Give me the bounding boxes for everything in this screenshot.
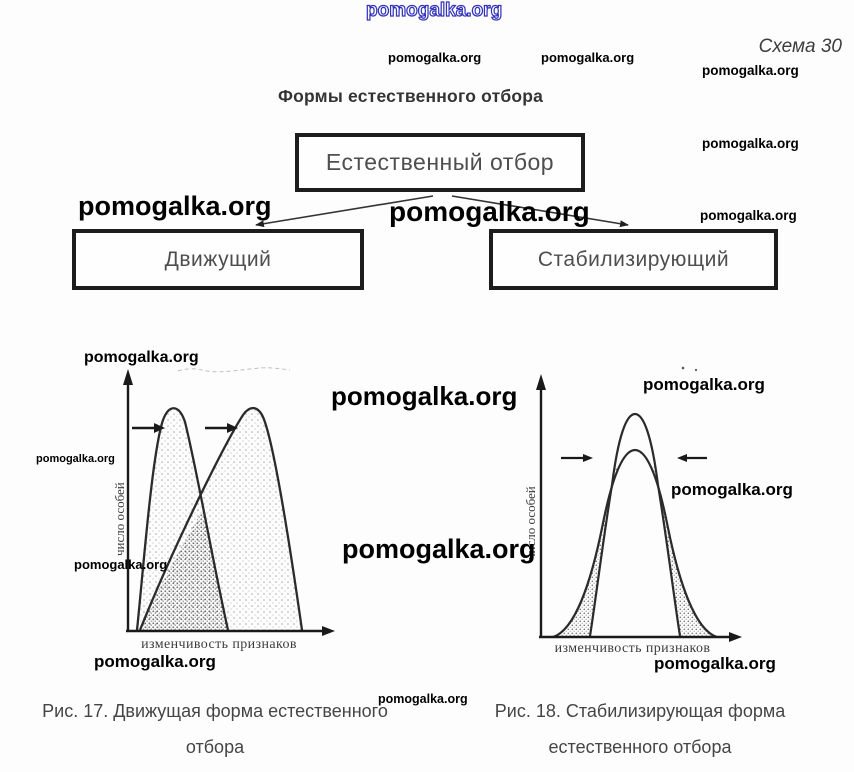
watermark: pomogalka.org xyxy=(388,50,482,65)
watermark: pomogalka.org xyxy=(84,349,199,366)
watermark: pomogalka.org xyxy=(671,480,793,499)
narrow-tall-curve xyxy=(588,412,682,637)
flowchart-box-stabilizing: Стабилизирующий xyxy=(489,229,778,290)
flowchart-box-label: Движущий xyxy=(164,247,272,271)
figure-18-caption-line2: естественного отбора xyxy=(548,737,732,757)
flowchart-box-driving: Движущий xyxy=(72,229,364,290)
bell-curve-2 xyxy=(138,406,304,631)
shift-arrow-1-head xyxy=(154,423,165,433)
scan-artifact-dot xyxy=(694,368,698,372)
left-graph-y-axis-label: число особей xyxy=(112,482,127,556)
eliminated-region-shading xyxy=(140,508,228,630)
watermark: pomogalka.org xyxy=(702,63,799,78)
watermark: pomogalka.org xyxy=(378,692,468,706)
flowchart-box-label: Стабилизирующий xyxy=(537,247,730,271)
page-title: Формы естественного отбора xyxy=(278,86,544,106)
x-axis-arrowhead xyxy=(729,632,742,642)
left-graph-x-axis-label: изменчивость признаков xyxy=(141,637,297,652)
stabilizing-selection-graph xyxy=(536,366,742,642)
watermark: pomogalka.org xyxy=(342,534,536,564)
pressure-arrow-left-head xyxy=(583,454,593,462)
watermark: pomogalka.org xyxy=(541,50,635,65)
figure-18-caption-line1: Рис. 18. Стабилизирующая форма xyxy=(494,701,786,721)
watermark: pomogalka.org xyxy=(700,208,797,223)
figure-17-caption-line2: отбора xyxy=(185,737,245,757)
scheme-number: Схема 30 xyxy=(758,36,842,57)
watermark: pomogalka.org xyxy=(78,191,272,221)
scan-artifact-dot xyxy=(681,366,685,370)
figure-17-caption-line1: Рис. 17. Движущая форма естественного xyxy=(42,701,388,721)
right-graph-x-axis-label: изменчивость признаков xyxy=(554,641,711,656)
watermark: pomogalka.org xyxy=(331,381,518,411)
y-axis-arrowhead xyxy=(536,374,546,390)
wide-short-curve xyxy=(552,448,718,639)
flowchart-box-natural-selection: Естественный отбор xyxy=(295,133,585,192)
shift-arrow-2-head xyxy=(227,423,238,433)
watermark: pomogalka.org xyxy=(643,375,765,394)
driving-selection-graph xyxy=(123,367,335,636)
x-axis-arrowhead xyxy=(322,626,335,636)
watermark: pomogalka.org xyxy=(702,136,799,151)
watermark: pomogalka.org xyxy=(94,652,216,671)
scan-artifact-line xyxy=(177,367,291,373)
watermark: pomogalka.org xyxy=(36,453,115,465)
watermark: pomogalka.org xyxy=(74,557,168,572)
watermark: pomogalka.org xyxy=(365,0,503,21)
bell-curve-1 xyxy=(135,407,230,631)
pressure-arrow-right-head xyxy=(677,454,687,462)
eliminated-tails-shading xyxy=(553,466,717,637)
y-axis-arrowhead xyxy=(123,369,133,385)
flowchart-box-label: Естественный отбор xyxy=(325,149,555,175)
watermark: pomogalka.org xyxy=(654,654,776,673)
watermark: pomogalka.org xyxy=(389,196,590,227)
